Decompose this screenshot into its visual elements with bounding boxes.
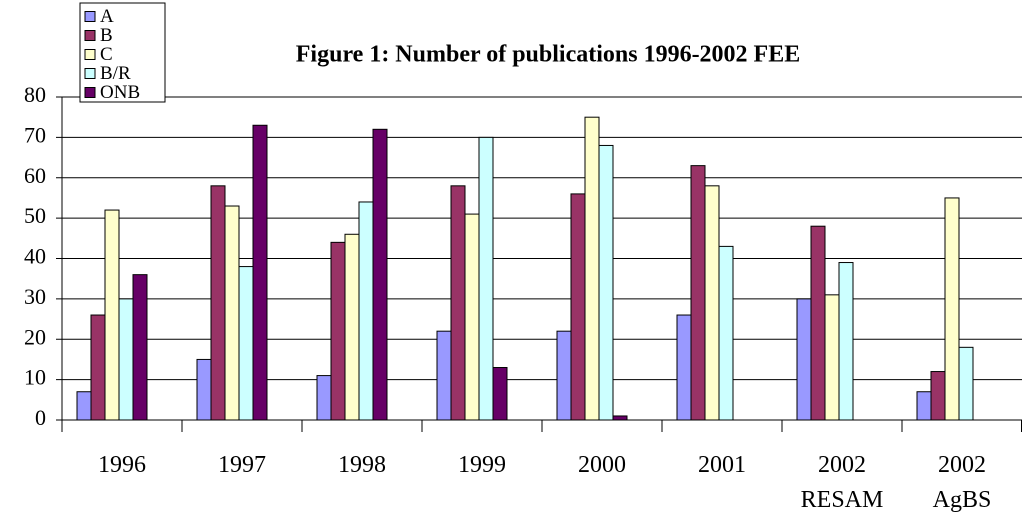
bar <box>196 358 212 421</box>
bar <box>464 213 480 421</box>
bar <box>210 185 226 421</box>
x-tick-label: 1998 <box>338 452 386 478</box>
bar <box>958 346 974 421</box>
chart-title: Figure 1: Number of publications 1996-20… <box>296 42 800 68</box>
x-tick-label: 2002 AgBS <box>932 452 992 513</box>
bar <box>344 233 360 421</box>
legend-swatch <box>84 49 96 60</box>
bar <box>796 298 812 421</box>
bar <box>718 245 734 421</box>
bar <box>944 197 960 421</box>
y-tick-label: 40 <box>24 244 46 269</box>
x-tick-label: 1999 <box>458 452 506 478</box>
x-tick-label: 2002 RESAM <box>800 452 884 513</box>
bar <box>676 314 692 421</box>
legend-swatch <box>84 11 96 22</box>
x-tick-label: 1996 <box>98 452 146 478</box>
bar <box>704 185 720 421</box>
bar <box>132 274 148 421</box>
y-tick-label: 60 <box>24 163 46 188</box>
legend-label: B <box>100 25 113 46</box>
y-tick-label: 30 <box>24 284 46 309</box>
x-tick-label: 2001 <box>698 452 746 478</box>
legend-label: B/R <box>100 63 131 84</box>
bar <box>598 144 614 421</box>
bar <box>330 241 346 421</box>
y-tick-label: 80 <box>24 82 46 107</box>
bar <box>252 124 268 421</box>
bar <box>916 391 932 421</box>
bar <box>570 193 586 421</box>
legend-label: ONB <box>100 82 140 103</box>
bar <box>238 266 254 421</box>
y-tick-label: 50 <box>24 203 46 228</box>
y-tick-label: 20 <box>24 324 46 349</box>
bar <box>118 298 134 421</box>
bar <box>90 314 106 421</box>
bar <box>612 415 628 421</box>
y-tick-label: 10 <box>24 365 46 390</box>
bar <box>930 371 946 421</box>
x-tick-label: 1997 <box>218 452 266 478</box>
bar <box>450 185 466 421</box>
bar <box>584 116 600 421</box>
bar <box>436 330 452 421</box>
bar <box>838 262 854 421</box>
bar <box>224 205 240 421</box>
x-tick-label: 2000 <box>578 452 626 478</box>
y-tick-label: 0 <box>35 405 46 430</box>
y-tick-label: 70 <box>24 122 46 147</box>
legend-swatch <box>84 87 96 98</box>
bar <box>556 330 572 421</box>
bar <box>810 225 826 421</box>
legend-label: A <box>100 6 114 27</box>
bar <box>372 128 388 421</box>
bar <box>76 391 92 421</box>
bar <box>104 209 120 421</box>
bar <box>478 136 494 421</box>
bar <box>824 294 840 421</box>
bar <box>492 367 508 421</box>
bar <box>358 201 374 421</box>
legend-label: C <box>100 44 113 65</box>
bar <box>316 375 332 421</box>
legend-swatch <box>84 30 96 41</box>
bar <box>690 165 706 421</box>
legend-swatch <box>84 68 96 79</box>
